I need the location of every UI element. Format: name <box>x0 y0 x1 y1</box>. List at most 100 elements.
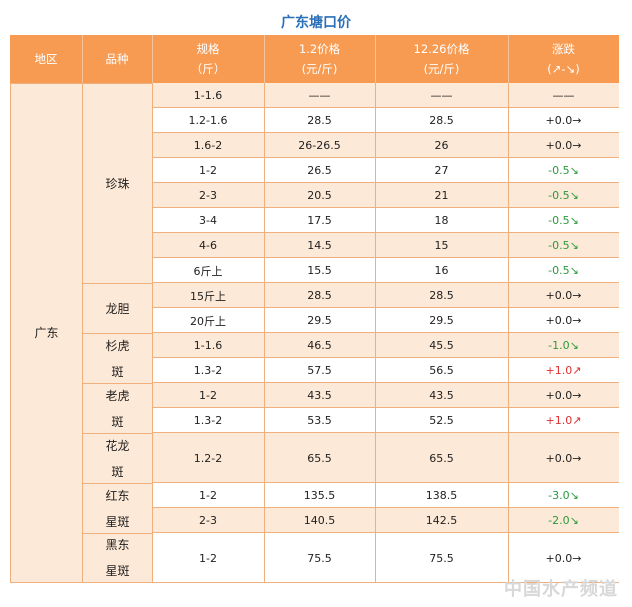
cell-spec: 1-1.6 <box>193 89 223 102</box>
page-title: 广东塘口价 <box>281 15 351 31</box>
cell-p1: 14.5 <box>307 239 332 252</box>
cell-p1: 140.5 <box>303 514 336 527</box>
variety-label: 老虎 <box>105 388 130 403</box>
variety-cell-hualongban: 花龙斑 <box>82 433 153 484</box>
variety-label: 杉虎 <box>105 338 130 353</box>
header-variety-label: 品种 <box>105 52 129 66</box>
cell-p2: 43.5 <box>429 389 454 402</box>
header-spec-label: 规格 <box>196 42 220 56</box>
header-change-unit: (↗-↘) <box>547 62 580 76</box>
cell-p1: 17.5 <box>307 214 332 227</box>
cell-p2: 18 <box>434 214 449 227</box>
cell-chg: -0.5↘ <box>548 189 579 202</box>
table-row: 2-3 140.5 142.5 -2.0↘ <box>152 508 619 533</box>
cell-chg: +1.0↗ <box>545 414 582 427</box>
table-row: 2-3 20.5 21 -0.5↘ <box>152 183 619 208</box>
cell-chg: +0.0→ <box>545 451 582 465</box>
table-row: 1.2-2 65.5 65.5 +0.0→ <box>152 433 619 483</box>
cell-p2: 28.5 <box>429 114 454 127</box>
header-price1: 1.2价格 (元/斤) <box>264 35 375 83</box>
cell-p2: 45.5 <box>429 339 454 352</box>
region-cell: 广东 <box>10 83 83 583</box>
cell-chg: -3.0↘ <box>548 489 579 502</box>
cell-spec: 1-2 <box>199 551 217 565</box>
cell-chg: +0.0→ <box>545 389 582 402</box>
table-row: 1-2 75.5 75.5 +0.0→ <box>152 533 619 583</box>
cell-p2: 27 <box>434 164 449 177</box>
price-table: 地区 品种 规格 （斤） 1.2价格 (元/斤) 12.26价格 (元/斤) 涨… <box>10 35 619 583</box>
variety-label: 斑 <box>111 414 124 429</box>
cell-p1: 26-26.5 <box>298 139 341 152</box>
cell-p1: 75.5 <box>307 551 332 565</box>
header-price1-label: 1.2价格 <box>298 42 341 56</box>
cell-spec: 20斤上 <box>190 314 226 328</box>
cell-p1: —— <box>308 89 331 102</box>
table-row: 1-2 26.5 27 -0.5↘ <box>152 158 619 183</box>
cell-spec: 1.3-2 <box>193 414 223 427</box>
variety-cell-hongdongxingban: 红东 星斑 <box>82 483 153 534</box>
cell-spec: 2-3 <box>199 189 217 202</box>
cell-p1: 28.5 <box>307 114 332 127</box>
cell-p2: 26 <box>434 139 449 152</box>
cell-chg: —— <box>552 89 575 102</box>
region-label: 广东 <box>34 326 59 340</box>
cell-p1: 53.5 <box>307 414 332 427</box>
cell-chg: +0.0→ <box>545 114 582 127</box>
cell-spec: 4-6 <box>199 239 217 252</box>
variety-cell-shanhuban: 杉虎斑 <box>82 333 153 384</box>
cell-p1: 43.5 <box>307 389 332 402</box>
cell-p2: 16 <box>434 264 449 277</box>
cell-p1: 20.5 <box>307 189 332 202</box>
header-region: 地区 <box>10 35 82 83</box>
cell-chg: -0.5↘ <box>548 239 579 252</box>
variety-label: 斑 <box>111 464 124 479</box>
cell-p1: 29.5 <box>307 314 332 327</box>
watermark: 中国水产频道 <box>504 579 618 600</box>
cell-spec: 1-1.6 <box>193 339 223 352</box>
cell-p2: 29.5 <box>429 314 454 327</box>
cell-spec: 15斤上 <box>190 289 226 303</box>
cell-spec: 2-3 <box>199 514 217 527</box>
cell-p2: 28.5 <box>429 289 454 302</box>
variety-cell-zhenzhu: 珍珠 <box>82 83 153 284</box>
cell-p1: 15.5 <box>307 264 332 277</box>
cell-chg: -1.0↘ <box>548 339 579 352</box>
cell-spec: 1.2-1.6 <box>188 114 228 127</box>
table-row: 1-1.6 46.5 45.5 -1.0↘ <box>152 333 619 358</box>
cell-p1: 28.5 <box>307 289 332 302</box>
cell-spec: 1.3-2 <box>193 364 223 377</box>
cell-p2: 52.5 <box>429 414 454 427</box>
cell-chg: +0.0→ <box>545 314 582 327</box>
table-row: 20斤上 29.5 29.5 +0.0→ <box>152 308 619 333</box>
variety-label: 斑 <box>111 364 124 379</box>
cell-chg: -0.5↘ <box>548 164 579 177</box>
cell-p1: 65.5 <box>307 451 332 465</box>
table-row: 1-1.6 —— —— —— <box>152 83 619 108</box>
cell-spec: 1-2 <box>199 164 217 177</box>
cell-spec: 1-2 <box>199 389 217 402</box>
variety-label: 星斑 <box>105 564 130 578</box>
header-price2: 12.26价格 (元/斤) <box>375 35 508 83</box>
variety-label: 星斑 <box>105 514 130 529</box>
variety-label: 红东 <box>105 488 130 503</box>
cell-p1: 57.5 <box>307 364 332 377</box>
header-change-label: 涨跌 <box>552 42 575 56</box>
header-region-label: 地区 <box>34 52 58 66</box>
cell-p2: 75.5 <box>429 551 454 565</box>
table-row: 1.2-1.6 28.5 28.5 +0.0→ <box>152 108 619 133</box>
table-row: 6斤上 15.5 16 -0.5↘ <box>152 258 619 283</box>
cell-chg: -2.0↘ <box>548 514 579 527</box>
table-row: 1.3-2 57.5 56.5 +1.0↗ <box>152 358 619 383</box>
cell-p1: 135.5 <box>303 489 336 502</box>
variety-label: 龙胆 <box>105 301 130 316</box>
header-price1-unit: (元/斤) <box>301 62 338 76</box>
cell-spec: 3-4 <box>199 214 217 227</box>
cell-p2: 138.5 <box>425 489 458 502</box>
variety-label: 花龙 <box>105 438 130 453</box>
header-price2-label: 12.26价格 <box>413 42 470 56</box>
table-row: 1-2 43.5 43.5 +0.0→ <box>152 383 619 408</box>
table-row: 4-6 14.5 15 -0.5↘ <box>152 233 619 258</box>
variety-label: 黑东 <box>105 538 130 552</box>
cell-spec: 6斤上 <box>193 264 223 278</box>
cell-chg: +1.0↗ <box>545 364 582 377</box>
